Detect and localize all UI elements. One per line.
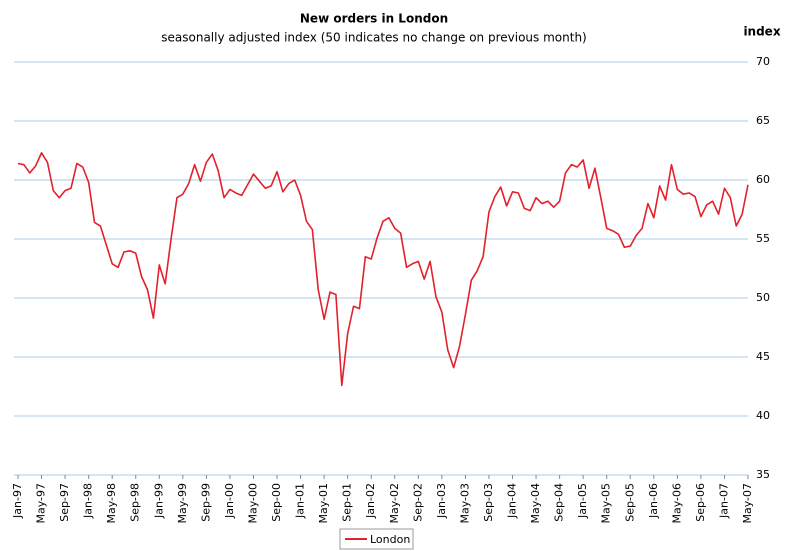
x-tick-label: Jan-07 <box>717 483 730 519</box>
y-tick-label: 45 <box>756 350 770 363</box>
x-tick-label: Sep-97 <box>58 483 71 522</box>
x-tick-label: Jan-05 <box>576 483 589 519</box>
x-tick-label: Sep-02 <box>411 483 424 522</box>
x-tick-label: Jan-98 <box>82 483 95 519</box>
x-tick-label: Sep-00 <box>270 483 283 522</box>
x-tick-label: Jan-01 <box>294 483 307 519</box>
x-tick-label: May-06 <box>670 483 683 524</box>
legend-box <box>339 528 414 550</box>
x-tick-label: Sep-06 <box>694 483 707 522</box>
y-axis-label: index <box>743 25 780 39</box>
y-tick-label: 55 <box>756 232 770 245</box>
legend: London <box>339 528 414 550</box>
legend-label: London <box>370 533 410 546</box>
x-tick-label: Jan-04 <box>506 483 519 519</box>
x-tick-label: Sep-01 <box>341 483 354 522</box>
data-line <box>17 152 749 387</box>
x-tick-label: May-05 <box>600 483 613 524</box>
x-tick-label: Sep-99 <box>199 483 212 522</box>
x-tick-label: May-00 <box>246 483 259 524</box>
y-tick-label: 50 <box>756 291 770 304</box>
x-tick-label: Sep-03 <box>482 483 495 522</box>
x-tick-label: Sep-98 <box>129 483 142 522</box>
x-tick-label: Jan-02 <box>364 483 377 519</box>
y-tick-label: 35 <box>756 468 770 481</box>
y-tick-label: 40 <box>756 409 770 422</box>
x-tick-label: Jan-00 <box>223 483 236 519</box>
x-tick-label: May-97 <box>35 483 48 524</box>
x-tick-label: Sep-05 <box>623 483 636 522</box>
y-tick-label: 60 <box>756 173 770 186</box>
x-tick-label: May-04 <box>529 483 542 524</box>
x-tick-label: Sep-04 <box>553 483 566 522</box>
x-tick-label: Jan-06 <box>647 483 660 519</box>
x-tick-label: May-02 <box>388 483 401 524</box>
x-tick-label: May-07 <box>741 483 754 524</box>
y-tick-label: 70 <box>756 55 770 68</box>
x-tick-label: May-98 <box>105 483 118 524</box>
chart-subtitle: seasonally adjusted index (50 indicates … <box>161 31 586 45</box>
chart-title: New orders in London <box>300 12 448 26</box>
x-tick-label: Jan-03 <box>435 483 448 519</box>
x-tick-label: May-01 <box>317 483 330 524</box>
x-tick-label: Jan-97 <box>11 483 24 519</box>
x-tick-label: May-03 <box>458 483 471 524</box>
x-tick-label: May-99 <box>176 483 189 524</box>
y-tick-label: 65 <box>756 114 770 127</box>
x-tick-label: Jan-99 <box>152 483 165 519</box>
